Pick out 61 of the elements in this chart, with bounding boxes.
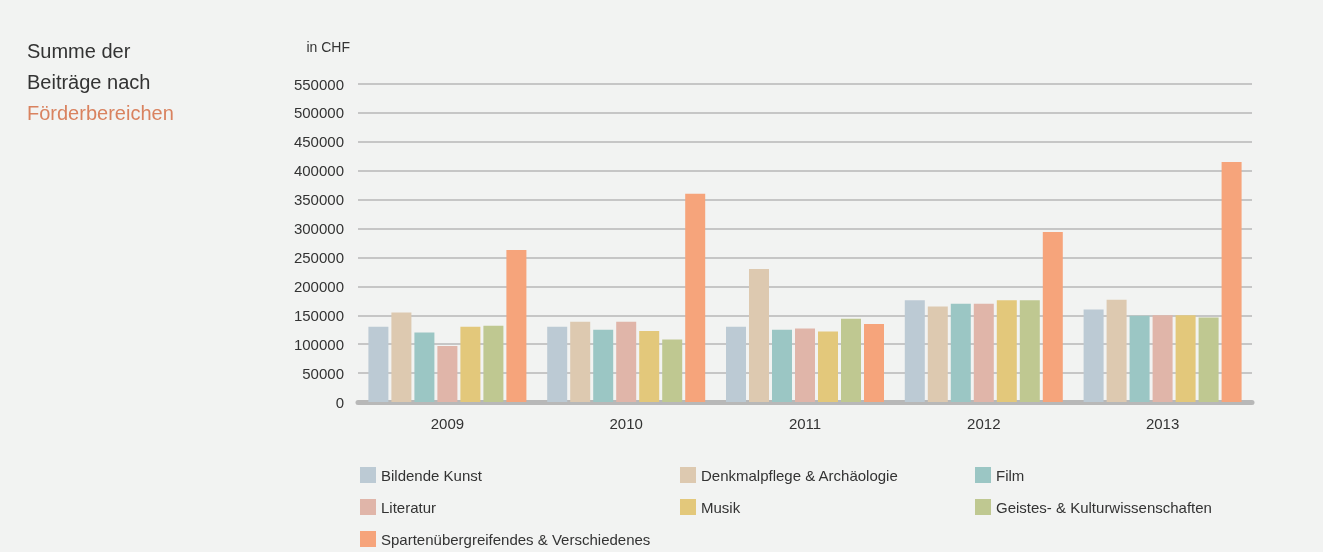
bar — [639, 330, 660, 402]
bar — [414, 332, 435, 402]
x-tick-label: 2013 — [1145, 415, 1180, 432]
legend-label: Literatur — [381, 498, 437, 516]
y-tick-label: 100000 — [293, 335, 344, 353]
legend-label: Geistes- & Kulturwissenschaften — [996, 498, 1212, 516]
bar — [1106, 299, 1127, 402]
bar — [1083, 309, 1104, 402]
bar — [818, 331, 838, 402]
legend-label: Denkmalpflege & Archäologie — [701, 466, 898, 484]
legend-label: Film — [996, 466, 1025, 484]
bar — [1129, 315, 1150, 402]
bar — [616, 321, 637, 402]
y-tick-label: 500000 — [293, 104, 344, 122]
y-tick-label: 150000 — [293, 306, 344, 324]
bar — [1152, 315, 1173, 402]
bar — [749, 269, 769, 402]
y-tick-label: 50000 — [302, 364, 344, 382]
y-tick-label: 200000 — [293, 277, 344, 295]
y-tick-label: 450000 — [293, 133, 344, 151]
legend-label: Bildende Kunst — [381, 466, 483, 484]
bar — [973, 303, 994, 402]
bar — [437, 345, 458, 402]
bar — [1175, 315, 1196, 402]
x-tick-label: 2012 — [967, 415, 1001, 432]
bar — [996, 300, 1017, 402]
bar — [368, 326, 389, 402]
bar — [904, 300, 925, 402]
x-tick-label: 2010 — [609, 415, 643, 432]
y-tick-label: 550000 — [293, 75, 344, 93]
y-tick-label: 350000 — [293, 191, 344, 209]
bar — [795, 328, 815, 402]
y-tick-label: 0 — [335, 393, 344, 411]
bar — [1221, 162, 1242, 402]
bar — [1019, 300, 1040, 402]
bar — [864, 323, 884, 402]
bar — [593, 329, 614, 402]
x-tick-label: 2009 — [430, 415, 465, 432]
bar — [570, 321, 591, 402]
x-tick-label: 2011 — [788, 415, 822, 432]
bar — [547, 326, 568, 402]
bar — [460, 326, 481, 402]
bar — [1042, 232, 1063, 402]
bar — [1198, 317, 1219, 402]
y-axis-title: in CHF — [306, 39, 350, 55]
bar — [772, 329, 792, 402]
bar — [483, 325, 504, 402]
y-tick-label: 400000 — [293, 162, 344, 180]
bar — [662, 339, 683, 402]
legend-label: Spartenübergreifendes & Verschiedenes — [381, 530, 651, 548]
y-tick-label: 250000 — [293, 248, 344, 266]
bar — [506, 249, 527, 402]
bar — [391, 312, 412, 402]
legend-label: Musik — [701, 498, 741, 516]
y-tick-label: 300000 — [293, 220, 344, 238]
bar — [685, 193, 706, 402]
bar — [927, 306, 948, 402]
bar — [841, 318, 861, 402]
text: Summe der Beiträge nach Förderbereichen — [27, 39, 174, 124]
bar — [950, 303, 971, 402]
bar — [726, 326, 746, 402]
